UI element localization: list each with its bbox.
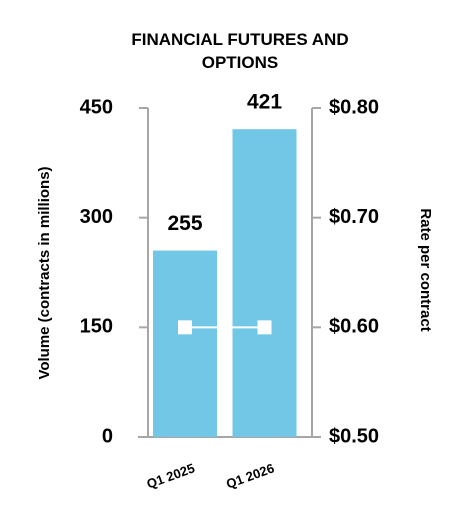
line-marker xyxy=(257,320,272,335)
data-label: 255 xyxy=(167,212,202,235)
y-tick-label: 0 xyxy=(102,425,113,447)
chart-title: FINANCIAL FUTURES AND OPTIONS xyxy=(131,30,349,72)
line-marker xyxy=(178,320,192,335)
bar xyxy=(153,250,217,437)
y2-tick-label: $0.50 xyxy=(329,425,379,447)
x-tick-label: Q1 2025 xyxy=(145,460,197,491)
y2-axis-title: Rate per contract xyxy=(417,208,434,331)
data-label: 421 xyxy=(247,91,282,114)
y2-tick-label: $0.60 xyxy=(329,316,379,338)
y2-tick-label: $0.80 xyxy=(329,96,379,118)
y-tick-label: 450 xyxy=(80,96,113,118)
y-tick-label: 300 xyxy=(80,206,113,228)
y-tick-label: 150 xyxy=(80,316,113,338)
bar xyxy=(232,129,297,438)
y2-tick-label: $0.70 xyxy=(329,206,379,228)
y-axis-title: Volume (contracts in millions) xyxy=(36,166,53,379)
x-tick-label: Q1 2026 xyxy=(224,460,276,491)
